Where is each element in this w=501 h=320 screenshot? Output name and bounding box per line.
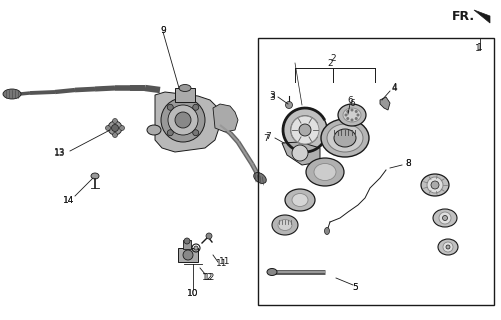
Ellipse shape [285, 189, 314, 211]
Text: 14: 14 [63, 196, 75, 204]
Ellipse shape [320, 119, 368, 157]
Ellipse shape [432, 209, 456, 227]
Circle shape [161, 98, 204, 142]
Circle shape [168, 105, 197, 135]
Ellipse shape [3, 89, 21, 99]
Circle shape [192, 104, 198, 110]
Circle shape [119, 125, 124, 131]
Circle shape [346, 117, 349, 120]
Ellipse shape [337, 104, 365, 126]
Text: 9: 9 [160, 26, 165, 35]
Circle shape [111, 124, 118, 132]
Circle shape [112, 132, 117, 138]
Circle shape [445, 245, 449, 249]
Ellipse shape [147, 125, 161, 135]
Circle shape [438, 212, 450, 224]
Ellipse shape [342, 108, 360, 122]
Ellipse shape [267, 268, 277, 276]
Ellipse shape [313, 164, 335, 180]
Text: 7: 7 [265, 132, 271, 140]
Bar [183, 240, 190, 249]
Circle shape [184, 238, 189, 244]
Circle shape [346, 110, 349, 113]
Circle shape [354, 110, 357, 113]
Circle shape [167, 104, 173, 110]
Text: 3: 3 [269, 91, 275, 100]
Text: 6: 6 [348, 99, 354, 108]
Text: 9: 9 [160, 26, 165, 35]
Text: 11: 11 [216, 259, 227, 268]
Circle shape [285, 101, 292, 108]
Text: 6: 6 [346, 95, 352, 105]
Text: 2: 2 [327, 59, 332, 68]
Ellipse shape [253, 172, 266, 183]
Circle shape [430, 181, 438, 189]
Ellipse shape [437, 239, 457, 255]
Ellipse shape [306, 158, 343, 186]
Circle shape [193, 246, 197, 250]
Text: 13: 13 [54, 148, 66, 157]
Text: 1: 1 [474, 44, 480, 52]
Circle shape [205, 233, 211, 239]
Ellipse shape [272, 215, 298, 235]
Ellipse shape [278, 220, 292, 230]
Text: 4: 4 [390, 84, 396, 92]
Text: 2: 2 [330, 53, 335, 62]
Bar [175, 88, 194, 102]
Circle shape [112, 118, 117, 124]
Ellipse shape [292, 194, 308, 206]
Text: 14: 14 [63, 196, 75, 204]
Circle shape [442, 242, 452, 252]
Ellipse shape [326, 124, 362, 152]
Circle shape [105, 125, 110, 131]
Text: 8: 8 [404, 158, 410, 167]
Text: 12: 12 [204, 273, 215, 282]
Circle shape [108, 121, 122, 135]
Bar [178, 248, 197, 262]
Circle shape [291, 116, 318, 144]
Text: FR.: FR. [451, 10, 474, 22]
Circle shape [299, 124, 311, 136]
Polygon shape [212, 104, 237, 132]
Ellipse shape [179, 84, 190, 92]
Circle shape [344, 114, 347, 116]
Polygon shape [379, 97, 389, 110]
Ellipse shape [333, 129, 355, 147]
Polygon shape [473, 10, 489, 23]
Bar [258, 38, 493, 305]
Circle shape [167, 130, 173, 136]
Ellipse shape [324, 228, 329, 235]
Circle shape [292, 145, 308, 161]
Text: 5: 5 [351, 284, 357, 292]
Text: 1: 1 [476, 43, 482, 52]
Circle shape [192, 130, 198, 136]
Text: 3: 3 [269, 92, 275, 101]
Circle shape [175, 112, 190, 128]
Text: 13: 13 [54, 148, 66, 156]
Circle shape [356, 114, 359, 116]
Text: 12: 12 [202, 273, 213, 282]
Ellipse shape [91, 173, 99, 179]
Text: 10: 10 [187, 289, 198, 298]
Circle shape [350, 118, 353, 122]
Polygon shape [282, 142, 319, 165]
Ellipse shape [420, 174, 448, 196]
Text: 10: 10 [187, 289, 198, 298]
Circle shape [426, 177, 442, 193]
Circle shape [350, 108, 353, 111]
Circle shape [283, 108, 326, 152]
Text: 8: 8 [404, 158, 410, 167]
Text: 7: 7 [263, 133, 269, 142]
Text: 11: 11 [219, 258, 230, 267]
Polygon shape [155, 92, 219, 152]
Text: 5: 5 [351, 284, 357, 292]
Text: 4: 4 [390, 83, 396, 92]
Circle shape [354, 117, 357, 120]
Circle shape [183, 250, 192, 260]
Circle shape [441, 215, 446, 220]
